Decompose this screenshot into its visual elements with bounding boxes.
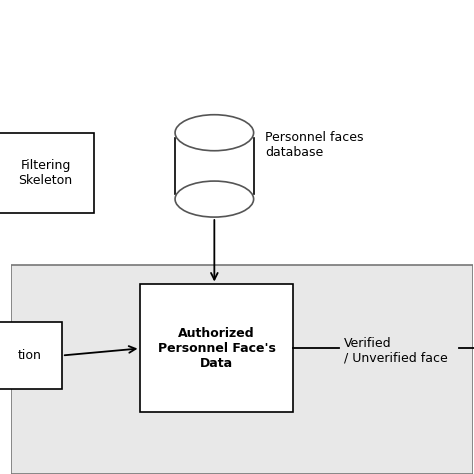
- FancyBboxPatch shape: [140, 284, 293, 412]
- Text: tion: tion: [18, 349, 41, 362]
- Text: Authorized
Personnel Face's
Data: Authorized Personnel Face's Data: [158, 327, 275, 370]
- Bar: [175, 133, 254, 199]
- Ellipse shape: [175, 115, 254, 151]
- FancyBboxPatch shape: [0, 133, 94, 213]
- Text: Personnel faces
database: Personnel faces database: [265, 130, 364, 159]
- FancyBboxPatch shape: [0, 322, 62, 389]
- FancyBboxPatch shape: [11, 265, 473, 474]
- Ellipse shape: [175, 181, 254, 217]
- Text: Filtering
Skeleton: Filtering Skeleton: [18, 159, 73, 187]
- Text: Verified
/ Unverified face: Verified / Unverified face: [344, 337, 447, 365]
